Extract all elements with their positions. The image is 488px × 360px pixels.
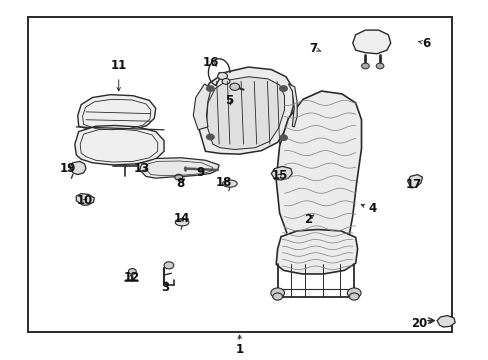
Circle shape [361,63,368,69]
Circle shape [279,135,287,140]
Text: 13: 13 [134,162,150,175]
Circle shape [279,86,287,91]
Text: 16: 16 [203,56,219,69]
Polygon shape [271,166,292,180]
Polygon shape [407,175,422,188]
Text: 8: 8 [176,177,184,190]
Polygon shape [75,126,163,165]
Bar [27,17,451,332]
Text: 4: 4 [367,202,376,215]
Circle shape [346,288,360,298]
Text: 1: 1 [235,343,243,356]
Text: 12: 12 [123,271,139,284]
Ellipse shape [222,180,237,187]
Polygon shape [76,194,94,205]
Circle shape [174,174,182,180]
Polygon shape [193,84,211,130]
Text: 15: 15 [271,169,287,182]
Text: 19: 19 [60,162,76,175]
Text: 3: 3 [161,281,169,294]
Circle shape [217,72,227,80]
Text: 14: 14 [174,212,190,225]
Polygon shape [206,77,284,149]
Polygon shape [70,161,86,175]
Text: 20: 20 [410,317,427,330]
Circle shape [222,78,229,84]
Text: 6: 6 [421,36,429,50]
Circle shape [375,63,383,69]
Text: 10: 10 [76,194,93,207]
Polygon shape [198,67,293,154]
Polygon shape [276,229,357,274]
Text: 11: 11 [110,59,126,72]
Circle shape [163,262,173,269]
Text: 18: 18 [215,176,232,189]
Circle shape [348,293,358,300]
Circle shape [272,293,282,300]
Polygon shape [276,91,361,244]
Ellipse shape [175,219,188,226]
Polygon shape [352,30,390,54]
Circle shape [128,269,136,274]
Circle shape [229,83,239,90]
Polygon shape [436,316,454,327]
Text: 7: 7 [309,41,317,54]
Circle shape [206,134,214,140]
Polygon shape [288,84,297,127]
Circle shape [270,288,284,298]
Circle shape [206,86,214,91]
Text: 2: 2 [303,213,311,226]
Text: 5: 5 [224,94,233,107]
Polygon shape [78,95,156,132]
Text: 9: 9 [196,166,204,179]
Text: 17: 17 [405,178,422,191]
Polygon shape [140,158,219,178]
